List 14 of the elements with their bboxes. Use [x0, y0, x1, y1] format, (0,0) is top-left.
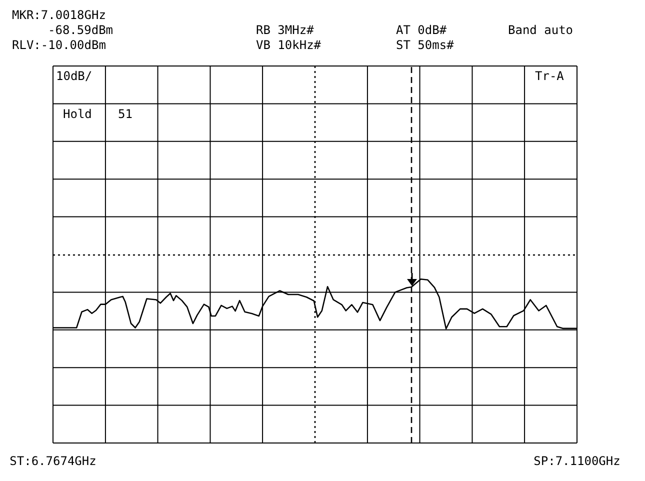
text: ST 50ms#	[396, 38, 454, 52]
text: Hold	[63, 107, 92, 121]
text: RLV:-10.00dBm	[12, 38, 106, 52]
x-tick-label: ST:6.7674GHz	[10, 454, 96, 468]
text: AT 0dB#	[396, 23, 447, 37]
text: MKR:7.0018GHz	[12, 8, 106, 22]
text: 51	[118, 107, 132, 121]
text: RB 3MHz#	[256, 23, 314, 37]
text: VB 10kHz#	[256, 38, 322, 52]
x-tick-label: SP:7.1100GHz	[534, 454, 620, 468]
text: -68.59dBm	[48, 23, 114, 37]
text: Band auto	[508, 23, 574, 37]
text: 10dB/	[56, 69, 92, 83]
text: Tr-A	[535, 69, 564, 83]
